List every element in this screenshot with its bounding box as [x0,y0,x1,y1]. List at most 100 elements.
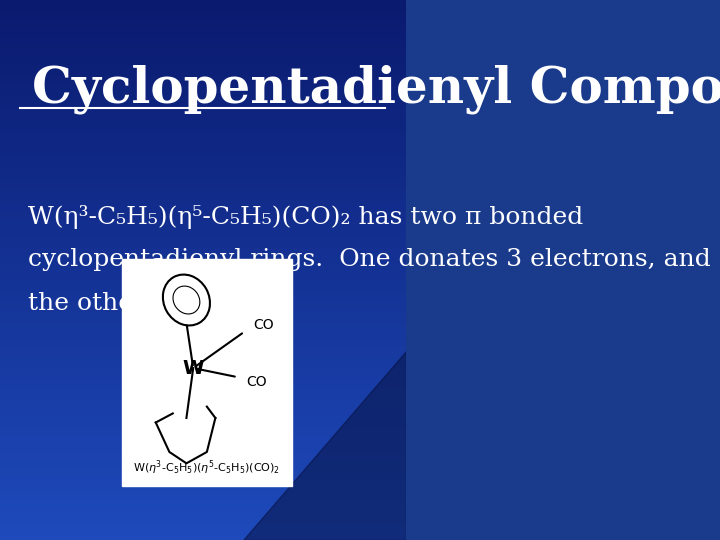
Bar [0,173,405,178]
Bar [0,238,405,243]
Bar [0,221,405,227]
Bar [0,22,405,27]
Bar [0,108,405,113]
Bar [0,297,405,302]
Bar [0,0,405,5]
Bar [0,367,405,373]
Bar [0,97,405,103]
Bar [0,389,405,394]
Bar [0,59,405,65]
Bar [0,292,405,297]
Bar [0,529,405,535]
Text: CO: CO [253,318,274,332]
Bar [0,86,405,92]
Bar [0,502,405,508]
Bar [0,16,405,22]
Bar [0,437,405,443]
Bar [0,27,405,32]
Bar [0,38,405,43]
Bar [0,308,405,313]
Bar [0,427,405,432]
Bar [0,70,405,76]
Bar [0,383,405,389]
Bar [0,211,405,216]
Bar [0,340,405,346]
Bar [0,346,405,351]
Bar [0,286,405,292]
Bar [0,103,405,108]
FancyBboxPatch shape [122,259,292,486]
Text: Cyclopentadienyl Compounds: Cyclopentadienyl Compounds [32,65,720,114]
Bar [0,130,405,135]
Bar [0,124,405,130]
Bar [0,464,405,470]
Bar [0,324,405,329]
Bar [0,135,405,140]
Bar [0,65,405,70]
Bar [0,491,405,497]
Bar [0,81,405,86]
Bar [0,394,405,400]
Bar [0,43,405,49]
Bar [0,76,405,81]
Bar [0,356,405,362]
Bar [0,405,405,410]
Polygon shape [243,351,405,540]
Bar [0,518,405,524]
Bar [0,54,405,59]
Bar [0,362,405,367]
Bar [0,92,405,97]
Bar [0,524,405,529]
Bar [0,378,405,383]
Bar [0,119,405,124]
Text: W: W [182,359,204,377]
Bar [0,270,405,275]
Bar [0,410,405,416]
Bar [0,373,405,378]
Bar [0,200,405,205]
Bar [0,189,405,194]
Bar [0,475,405,481]
Bar [0,443,405,448]
Bar [0,416,405,421]
Bar [0,432,405,437]
Bar [0,243,405,248]
Bar [0,194,405,200]
Bar [0,49,405,54]
Text: the other donates: the other donates [28,292,253,315]
Bar [0,470,405,475]
Bar [0,265,405,270]
Bar [0,216,405,221]
Bar [0,513,405,518]
Bar [0,481,405,486]
Bar [0,459,405,464]
Bar [0,319,405,324]
Bar [0,151,405,157]
Bar [0,302,405,308]
Bar [0,535,405,540]
Bar [0,167,405,173]
Bar [0,486,405,491]
Text: W($\eta^3$-C$_5$H$_5$)($\eta^5$-C$_5$H$_5$)(CO)$_2$: W($\eta^3$-C$_5$H$_5$)($\eta^5$-C$_5$H$_… [133,458,280,477]
Bar [0,275,405,281]
Bar [0,146,405,151]
Bar [0,5,405,11]
Bar [0,335,405,340]
Bar [0,178,405,184]
Bar [0,248,405,254]
Bar [0,184,405,189]
Bar [0,421,405,427]
Bar [0,329,405,335]
Bar [0,448,405,454]
Text: cyclopentadienyl rings.  One donates 3 electrons, and: cyclopentadienyl rings. One donates 3 el… [28,248,711,272]
Bar [0,313,405,319]
Bar [0,162,405,167]
Bar [0,232,405,238]
Bar [0,254,405,259]
Bar [0,113,405,119]
Bar [0,351,405,356]
Bar [0,32,405,38]
Bar [0,497,405,502]
Bar [0,11,405,16]
Bar [0,400,405,405]
